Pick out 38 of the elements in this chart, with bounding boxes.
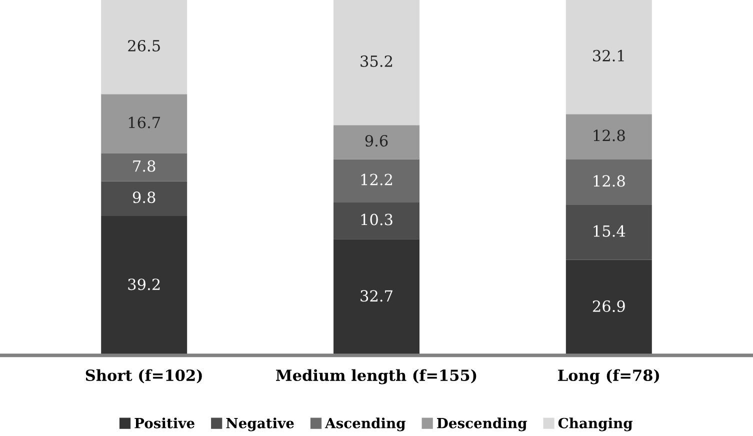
data-label: 32.1 [593,50,624,62]
legend-label: Ascending [324,418,406,432]
data-label: 9.8 [132,192,156,204]
data-label: 16.7 [128,116,160,128]
bar [101,181,188,216]
bar [334,125,420,160]
data-label: 15.4 [594,225,626,237]
bar [334,159,420,203]
data-label: 26.9 [592,300,625,312]
data-label: 26.5 [128,40,160,52]
data-label: 7.8 [133,160,156,172]
bar [101,216,188,356]
x-tick-label: Short (f=102) [86,369,202,384]
legend-label: Descending [437,418,527,432]
legend-label: Changing [558,418,633,432]
bar [334,0,420,126]
data-label: 12.2 [361,174,392,186]
data-label: 10.3 [361,214,392,226]
bar [101,0,188,94]
data-label: 9.6 [365,135,388,147]
bar [566,0,652,114]
bar [101,94,188,154]
x-tick-label: Medium length (f=155) [276,369,476,384]
bar [566,260,652,356]
legend-label: Positive [134,418,194,428]
bar [334,239,420,356]
bar [566,205,652,260]
bar [566,114,652,160]
data-label: 32.7 [360,290,392,302]
x-tick-label: Long (f=78) [558,369,660,384]
bar [566,160,652,206]
bar [101,154,188,182]
data-label: 12.8 [594,175,625,187]
data-label: 35.2 [360,55,392,67]
bar [334,202,420,240]
data-label: 39.2 [128,278,160,290]
legend-label: Negative [226,418,294,432]
data-label: 12.8 [594,130,625,142]
